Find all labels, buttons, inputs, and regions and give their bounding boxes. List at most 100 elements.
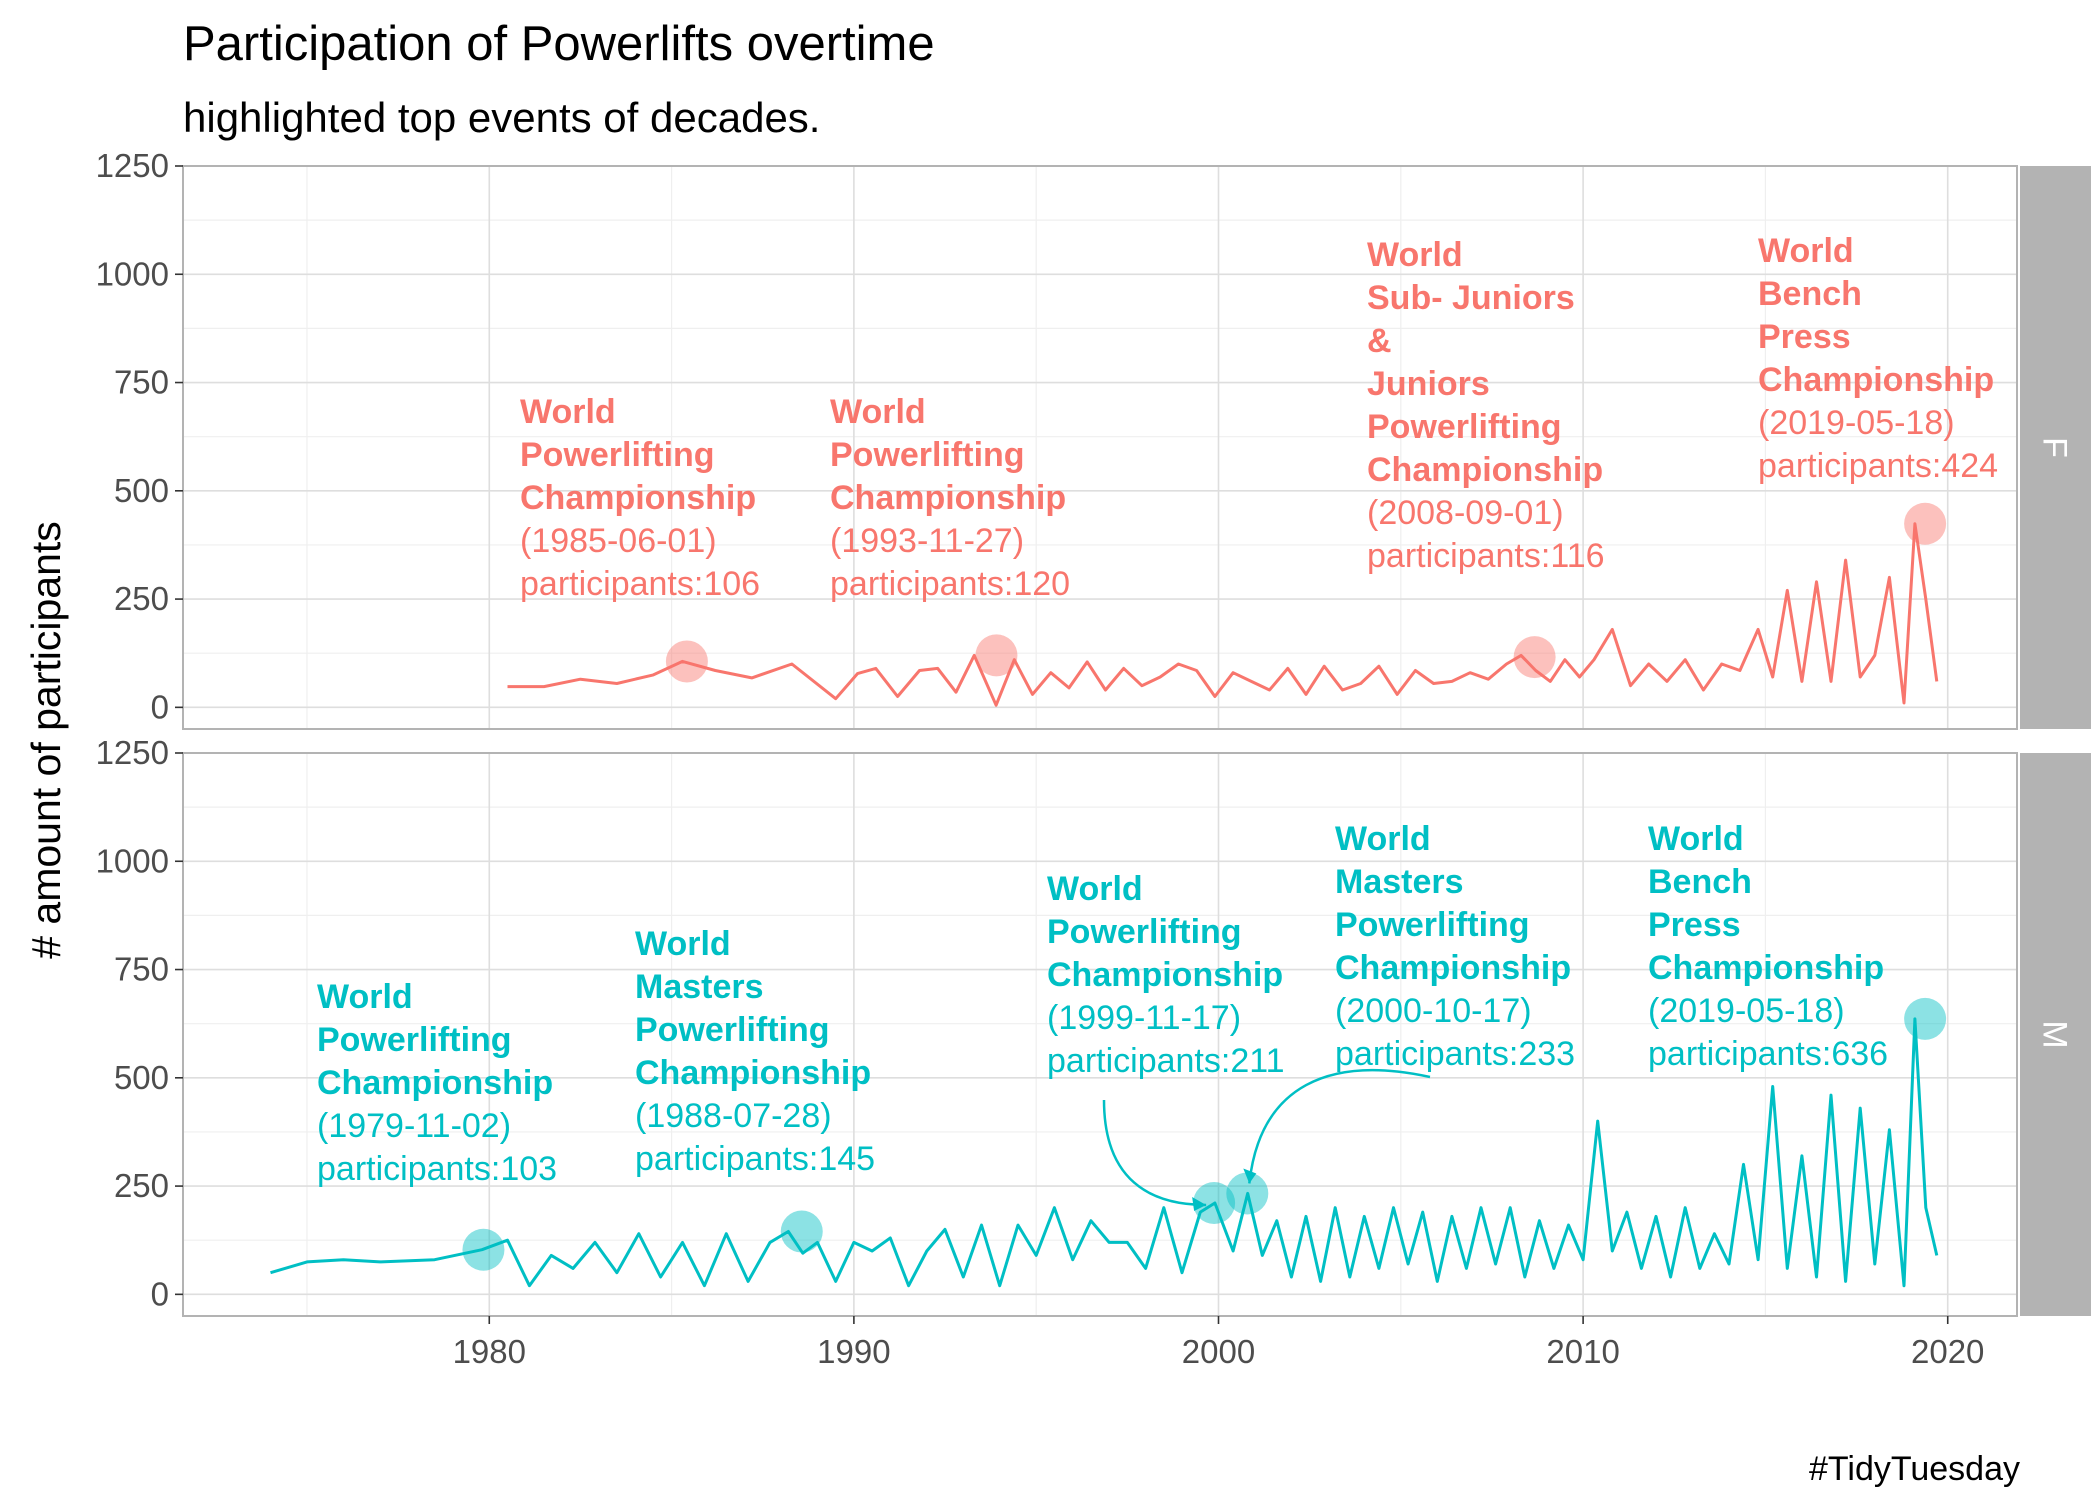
annotation-arrow	[1102, 1099, 1207, 1207]
annotation-event-line: Powerlifting	[830, 436, 1025, 474]
y-axis-label: # amount of participants	[23, 521, 69, 959]
facet-panel-f: 0 250 500 750 1000 1250 F World Powerlifting Cham…	[96, 147, 2091, 730]
annotation-event-line: Powerlifting	[1367, 408, 1562, 446]
annotation-event-line: Bench	[1648, 863, 1752, 901]
annotation-event-line: World	[635, 925, 731, 963]
annotation-event-line: World	[317, 978, 413, 1016]
facet-strip-label: M	[2036, 1020, 2074, 1048]
annotation-participants: participants:116	[1367, 537, 1605, 575]
highlight-annotation: World Sub- Juniors & Juniors Powerlifting Cha…	[1367, 236, 1605, 575]
annotation-event-line: Championship	[317, 1064, 553, 1102]
annotation-date: (2000-10-17)	[1335, 992, 1532, 1030]
highlight-point	[1513, 636, 1556, 679]
y-tick-label: 1000	[96, 842, 169, 879]
annotation-participants: participants:233	[1335, 1035, 1575, 1073]
x-tick-label: 1990	[817, 1333, 890, 1370]
annotation-event-line: Powerlifting	[1047, 913, 1242, 951]
annotation-event-line: Championship	[520, 479, 756, 517]
x-tick-label: 2020	[1911, 1333, 1984, 1370]
annotation-event-line: Sub- Juniors	[1367, 279, 1575, 317]
annotation-arrowhead	[1192, 1196, 1207, 1211]
highlight-annotation: World Masters Powerlifting Championship (200…	[1335, 820, 1575, 1073]
y-tick-label: 1250	[96, 734, 169, 771]
facet-panels: 0 250 500 750 1000 1250 F World Powerlifting Cham…	[96, 147, 2091, 1370]
annotation-event-line: Bench	[1758, 275, 1862, 313]
highlight-annotation: World Bench Press Championship (2019-05-18) p…	[1648, 820, 1888, 1073]
annotation-event-line: &	[1367, 322, 1392, 360]
annotation-date: (2019-05-18)	[1758, 404, 1955, 442]
annotation-event-line: Championship	[635, 1054, 871, 1092]
annotation-arrow	[1248, 1069, 1431, 1184]
y-tick-label: 500	[114, 472, 169, 509]
annotation-event-line: Championship	[1367, 451, 1603, 489]
annotation-event-line: World	[1648, 820, 1744, 858]
annotation-event-line: Championship	[1648, 949, 1884, 987]
annotation-event-line: World	[1047, 870, 1143, 908]
annotation-event-line: Championship	[830, 479, 1066, 517]
highlight-point	[665, 640, 708, 683]
panel-background	[183, 166, 2017, 729]
annotation-date: (2019-05-18)	[1648, 992, 1845, 1030]
annotation-arrowhead	[1243, 1168, 1257, 1184]
annotation-event-line: World	[1367, 236, 1463, 274]
facet-panel-m: 0 250 500 750 1000 1250 M World Powerlifting Cham…	[96, 734, 2091, 1317]
annotation-event-line: Powerlifting	[317, 1021, 512, 1059]
annotation-event-line: Powerlifting	[1335, 906, 1530, 944]
y-tick-label: 0	[151, 1275, 169, 1312]
caption: #TidyTuesday	[1809, 1450, 2020, 1488]
annotation-event-line: World	[1335, 820, 1431, 858]
annotation-event-line: Championship	[1335, 949, 1571, 987]
annotation-event-line: Masters	[1335, 863, 1464, 901]
chart-subtitle: highlighted top events of decades.	[183, 94, 820, 141]
annotation-participants: participants:636	[1648, 1035, 1888, 1073]
y-tick-label: 1000	[96, 255, 169, 292]
highlight-point	[462, 1228, 505, 1271]
facet-strip-label: F	[2036, 437, 2074, 458]
panel-border	[182, 165, 2018, 730]
x-tick-label: 1980	[453, 1333, 526, 1370]
annotation-date: (1999-11-17)	[1047, 999, 1241, 1037]
x-tick-label: 2010	[1546, 1333, 1619, 1370]
annotation-event-line: Masters	[635, 968, 764, 1006]
annotation-participants: participants:211	[1047, 1042, 1285, 1080]
series-line-f	[507, 522, 1939, 707]
annotation-event-line: Powerlifting	[520, 436, 715, 474]
highlight-point	[975, 634, 1018, 677]
highlight-annotation: World Powerlifting Championship (1979-11-02…	[317, 978, 557, 1188]
highlight-annotation: World Bench Press Championship (2019-05-18) p…	[1758, 232, 1998, 485]
annotation-event-line: Juniors	[1367, 365, 1490, 403]
annotation-event-line: Press	[1648, 906, 1741, 944]
highlight-annotation: World Powerlifting Championship (1993-11-27…	[830, 393, 1070, 603]
facet-strip	[2020, 166, 2091, 729]
annotation-event-line: Championship	[1047, 956, 1283, 994]
annotation-participants: participants:145	[635, 1140, 875, 1178]
annotation-date: (1979-11-02)	[317, 1107, 511, 1145]
y-tick-label: 250	[114, 580, 169, 617]
annotation-participants: participants:106	[520, 565, 760, 603]
annotation-event-line: Press	[1758, 318, 1851, 356]
panel-border	[182, 752, 2018, 1317]
annotation-date: (1993-11-27)	[830, 522, 1024, 560]
highlight-annotation: World Masters Powerlifting Championship (198…	[635, 925, 875, 1178]
annotation-participants: participants:120	[830, 565, 1070, 603]
annotation-event-line: Powerlifting	[635, 1011, 830, 1049]
y-tick-label: 750	[114, 951, 169, 988]
annotation-event-line: World	[830, 393, 926, 431]
y-tick-label: 250	[114, 1167, 169, 1204]
facet-strip	[2020, 753, 2091, 1316]
highlight-point	[780, 1210, 823, 1253]
annotation-date: (1985-06-01)	[520, 522, 717, 560]
chart-title: Participation of Powerlifts overtime	[183, 17, 935, 71]
x-tick-label: 2000	[1182, 1333, 1255, 1370]
highlight-point	[1226, 1172, 1269, 1215]
series-line-m	[270, 1017, 1939, 1288]
y-tick-label: 1250	[96, 147, 169, 184]
y-tick-label: 0	[151, 688, 169, 725]
annotation-participants: participants:103	[317, 1150, 557, 1188]
annotation-event-line: World	[520, 393, 616, 431]
annotation-event-line: Championship	[1758, 361, 1994, 399]
highlight-point	[1193, 1181, 1236, 1224]
annotation-participants: participants:424	[1758, 447, 1998, 485]
y-tick-label: 500	[114, 1059, 169, 1096]
